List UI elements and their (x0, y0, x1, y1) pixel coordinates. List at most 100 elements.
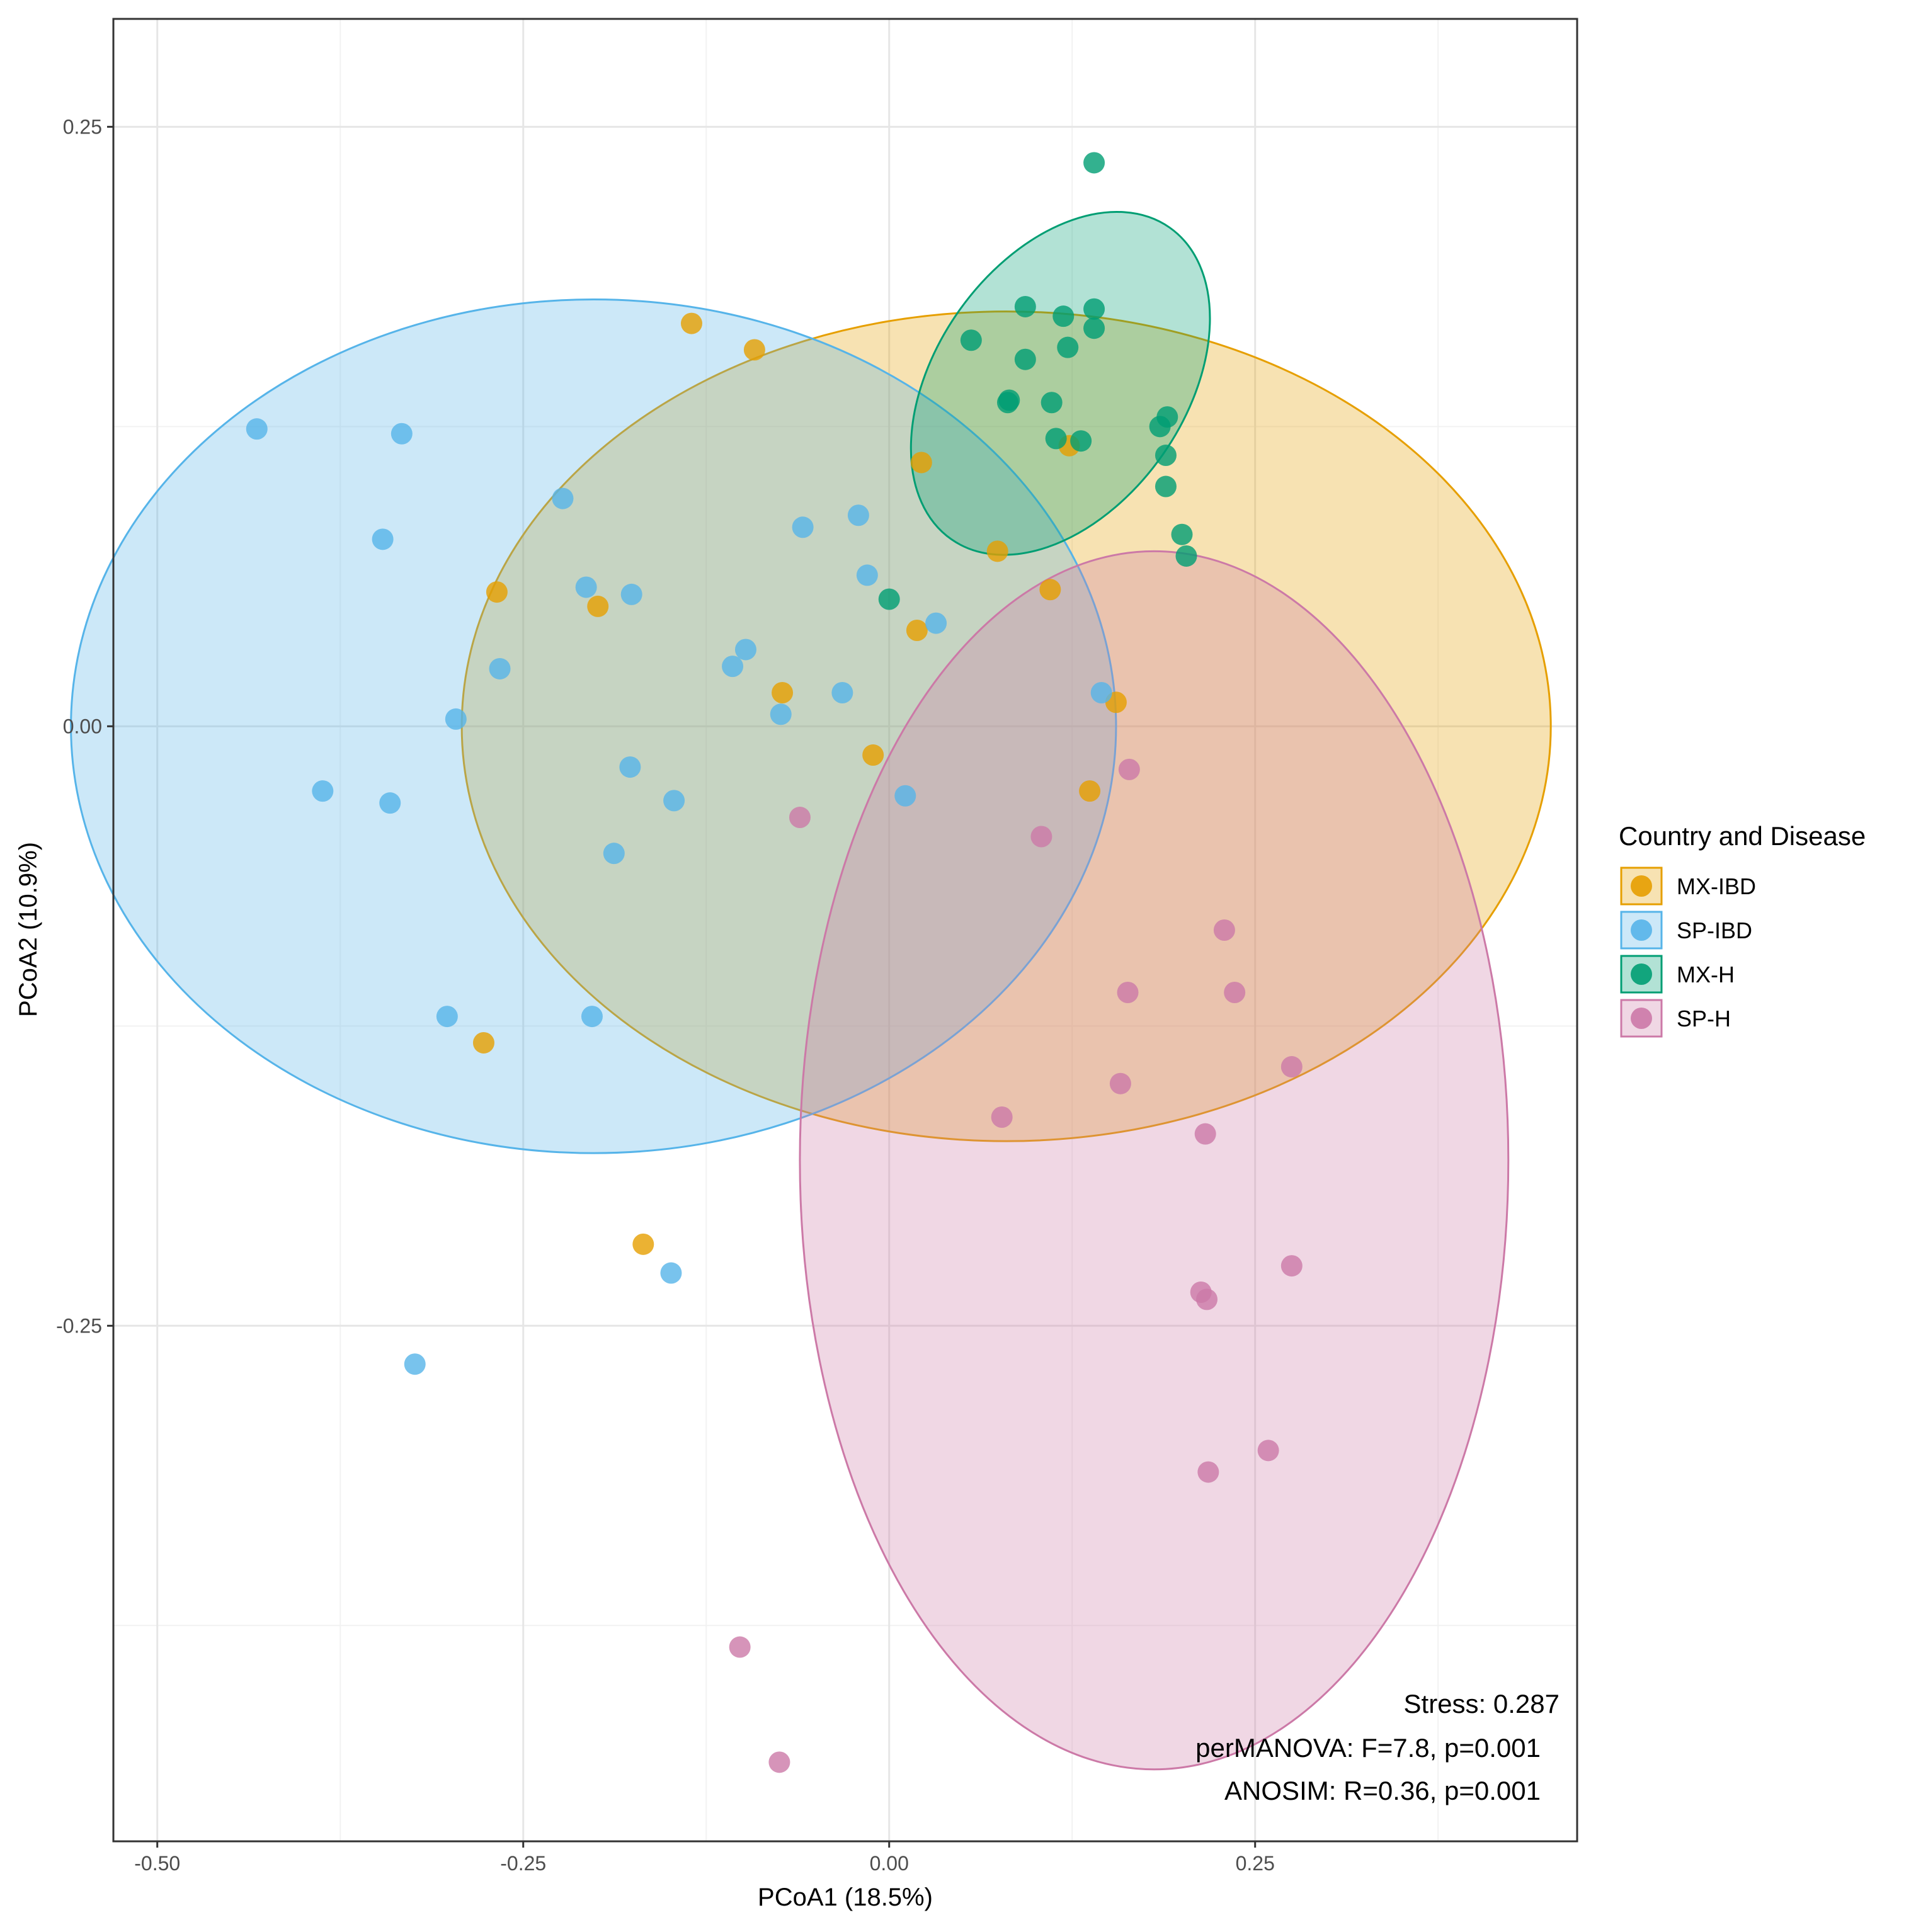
point-sp-h (1117, 982, 1139, 1004)
point-mx-ibd (587, 595, 609, 617)
point-sp-ibd (552, 487, 574, 509)
point-sp-ibd (246, 418, 268, 440)
point-sp-h (1118, 758, 1140, 780)
point-mx-ibd (472, 1031, 494, 1054)
point-mx-h (1014, 295, 1036, 317)
legend-label-sp-ibd: SP-IBD (1677, 918, 1752, 943)
point-sp-ibd (445, 708, 467, 730)
point-sp-h (1197, 1461, 1219, 1483)
point-sp-ibd (489, 657, 511, 679)
panel-border (112, 18, 1578, 1843)
x-tick-label: 0.25 (1236, 1852, 1275, 1875)
data-points (246, 152, 1303, 1773)
point-sp-ibd (1090, 682, 1112, 704)
point-mx-h (1070, 430, 1092, 452)
point-mx-h (1149, 416, 1171, 438)
x-tick-label: 0.00 (870, 1852, 909, 1875)
point-mx-ibd (862, 744, 884, 766)
point-mx-h (1045, 428, 1067, 450)
point-mx-h (1083, 317, 1105, 339)
legend-label-mx-ibd: MX-IBD (1677, 873, 1756, 899)
point-mx-ibd (680, 312, 702, 334)
point-mx-h (960, 329, 982, 351)
point-mx-h (878, 588, 900, 610)
point-sp-h (1280, 1255, 1303, 1277)
y-tick-label: 0.00 (63, 715, 102, 737)
point-mx-h (1175, 545, 1197, 567)
legend-label-sp-h: SP-H (1677, 1006, 1731, 1031)
legend-dot-mx-ibd (1631, 875, 1652, 897)
legend-dot-mx-h (1631, 963, 1652, 985)
point-sp-ibd (847, 504, 869, 526)
point-sp-h (1213, 919, 1235, 941)
point-sp-ibd (734, 639, 756, 661)
point-sp-h (768, 1751, 790, 1773)
point-sp-h (1224, 982, 1246, 1004)
point-sp-h (1280, 1056, 1303, 1078)
point-mx-ibd (1039, 579, 1061, 601)
legend-dot-sp-ibd (1631, 919, 1652, 941)
point-mx-h (1083, 298, 1105, 320)
point-sp-ibd (619, 756, 641, 778)
point-sp-h (789, 807, 811, 829)
point-mx-h (1083, 152, 1105, 174)
point-mx-h (998, 389, 1020, 411)
group-ellipses (70, 211, 1552, 1771)
point-sp-ibd (404, 1353, 426, 1375)
stats-annotations: Stress: 0.287 perMANOVA: F=7.8, p=0.001 … (1195, 1689, 1560, 1805)
legend-key-sp-ibd (1620, 911, 1663, 950)
point-mx-h (1155, 445, 1177, 467)
point-sp-ibd (722, 656, 744, 678)
point-sp-h (1196, 1288, 1218, 1310)
grid-lines (113, 19, 1577, 1841)
point-mx-ibd (1079, 780, 1101, 802)
point-sp-h (1109, 1072, 1131, 1094)
point-mx-h (1155, 475, 1177, 497)
x-tick-label: -0.50 (134, 1852, 180, 1875)
point-sp-h (1030, 826, 1052, 848)
point-sp-ibd (792, 516, 814, 538)
ellipse-sp-h (799, 550, 1510, 1771)
point-sp-ibd (575, 576, 597, 598)
point-sp-ibd (379, 792, 401, 814)
point-mx-ibd (632, 1233, 654, 1255)
point-sp-ibd (856, 564, 878, 586)
y-tick-label: -0.25 (56, 1314, 102, 1337)
point-sp-ibd (620, 583, 642, 605)
point-mx-h (1014, 348, 1036, 370)
point-mx-h (1057, 336, 1079, 358)
point-sp-ibd (391, 423, 413, 445)
annotation-anosim: ANOSIM: R=0.36, p=0.001 (1224, 1776, 1541, 1805)
point-mx-h (1052, 305, 1075, 327)
point-mx-h (1171, 523, 1193, 545)
y-axis-ticks: 0.25 0.00 -0.25 (56, 115, 113, 1337)
point-sp-h (1194, 1123, 1216, 1145)
point-mx-h (1041, 392, 1063, 414)
x-axis-title: PCoA1 (18.5%) (758, 1884, 933, 1911)
legend-dot-sp-h (1631, 1008, 1652, 1029)
point-mx-ibd (906, 620, 928, 642)
point-sp-h (1257, 1440, 1279, 1462)
point-sp-ibd (603, 843, 625, 865)
point-sp-ibd (925, 612, 947, 634)
point-mx-ibd (910, 452, 932, 474)
point-sp-ibd (894, 785, 916, 807)
legend-label-mx-h: MX-H (1677, 962, 1735, 987)
legend-title: Country and Disease (1619, 821, 1866, 851)
x-tick-label: -0.25 (500, 1852, 546, 1875)
point-sp-ibd (581, 1006, 603, 1028)
point-sp-ibd (770, 703, 792, 725)
y-axis-title: PCoA2 (10.9%) (14, 842, 42, 1017)
point-sp-ibd (663, 790, 685, 812)
legend-items: MX-IBD SP-IBD MX-H SP-H (1620, 867, 1756, 1038)
y-tick-label: 0.25 (63, 115, 102, 138)
point-sp-h (729, 1636, 751, 1658)
point-mx-ibd (486, 581, 508, 603)
point-mx-ibd (743, 339, 765, 361)
x-axis-ticks: -0.50 -0.25 0.00 0.25 (134, 1841, 1275, 1875)
point-sp-ibd (660, 1262, 682, 1284)
annotation-permanova: perMANOVA: F=7.8, p=0.001 (1195, 1733, 1541, 1763)
point-mx-ibd (772, 682, 794, 704)
